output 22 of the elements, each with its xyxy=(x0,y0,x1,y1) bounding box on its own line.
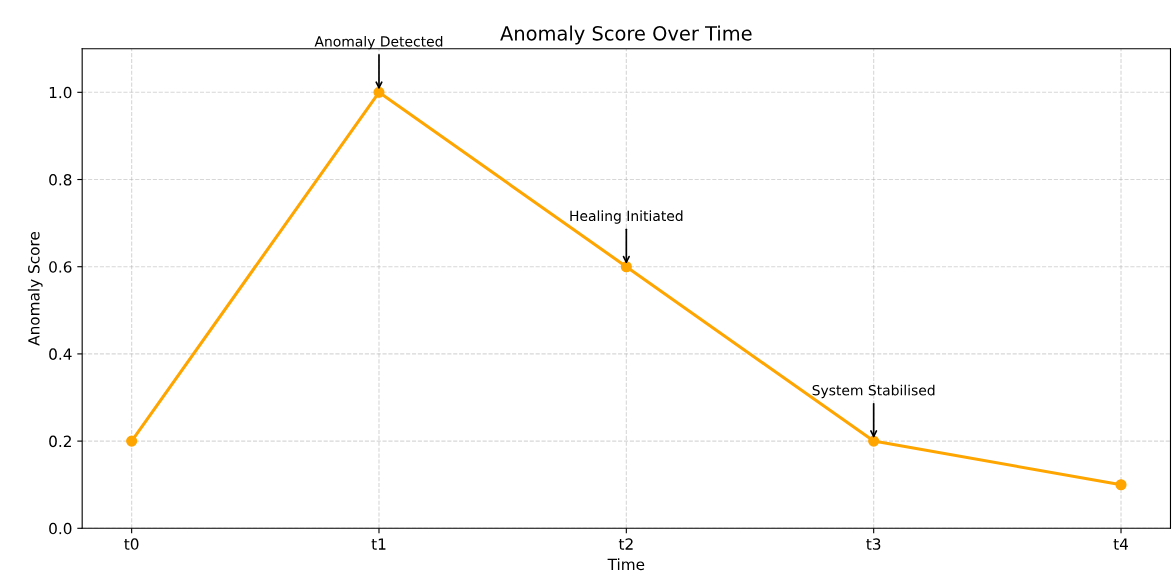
x-axis-title: Time xyxy=(607,558,645,571)
chart-title: Anomaly Score Over Time xyxy=(500,25,752,45)
x-tick-label: t4 xyxy=(1113,538,1129,550)
annotation: System Stabilised xyxy=(812,384,935,399)
y-tick-label: 1.0 xyxy=(49,86,72,99)
x-tick-label: t2 xyxy=(618,538,633,550)
x-tick-label: t0 xyxy=(124,538,139,550)
y-axis-title: Anomaly Score xyxy=(27,232,43,346)
y-tick-label: 0.4 xyxy=(49,348,72,360)
y-tick-label: 0.8 xyxy=(49,173,72,186)
annotation: Anomaly Detected xyxy=(314,35,443,50)
y-tick-label: 0.6 xyxy=(49,261,72,273)
y-tick-label: 0.2 xyxy=(49,435,71,448)
annotation: Healing Initiated xyxy=(570,210,683,224)
point xyxy=(373,86,385,98)
point xyxy=(1115,479,1127,491)
point xyxy=(620,261,632,273)
y-tick-label: 0.0 xyxy=(49,522,72,535)
x-tick-label: t3 xyxy=(866,538,881,550)
point xyxy=(868,435,880,447)
point xyxy=(126,435,138,447)
x-tick-label: t1 xyxy=(371,538,386,550)
